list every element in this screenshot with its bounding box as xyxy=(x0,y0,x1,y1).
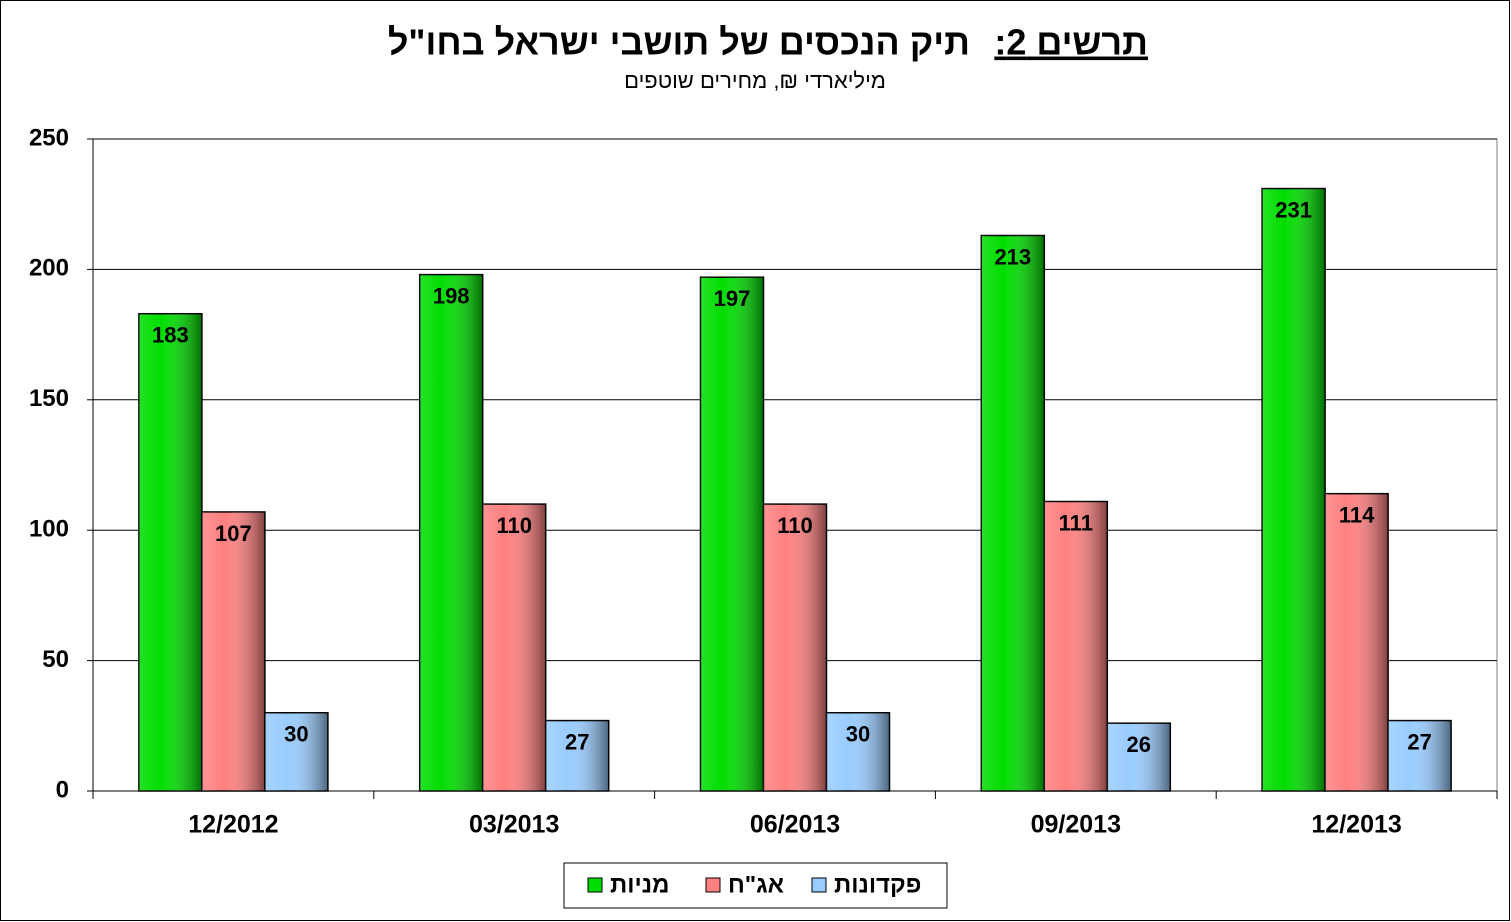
y-tick-label: 100 xyxy=(29,516,69,543)
bar-shade xyxy=(545,720,609,791)
data-label: 27 xyxy=(565,729,589,754)
data-label: 30 xyxy=(846,722,870,747)
legend-swatch xyxy=(811,877,827,893)
data-label: 213 xyxy=(994,244,1031,269)
bar-shade xyxy=(1325,493,1389,791)
legend-swatch xyxy=(587,877,603,893)
bar-shade xyxy=(138,313,202,791)
legend-label: אג"ח xyxy=(728,871,784,898)
data-label: 27 xyxy=(1407,729,1431,754)
x-tick-label: 12/2012 xyxy=(188,811,278,839)
data-label: 197 xyxy=(714,286,751,311)
x-tick-label: 03/2013 xyxy=(469,811,559,839)
y-tick-label: 50 xyxy=(42,646,69,673)
x-tick-label: 06/2013 xyxy=(750,811,840,839)
bar-shade xyxy=(763,504,827,791)
chart-subtitle: מיליארדי ₪, מחירים שוטפים xyxy=(624,68,886,93)
bar-shade xyxy=(1388,720,1452,791)
legend-label: פקדונות xyxy=(834,871,921,898)
data-label: 231 xyxy=(1275,197,1312,222)
x-tick-label: 12/2013 xyxy=(1311,811,1401,839)
chart-title-number: תרשים 2: xyxy=(994,22,1148,63)
bar-shade xyxy=(1107,723,1171,791)
bar-shade xyxy=(264,712,328,791)
bar-shade xyxy=(981,235,1045,792)
data-label: 198 xyxy=(433,283,470,308)
y-tick-label: 0 xyxy=(56,776,69,803)
y-tick-label: 200 xyxy=(29,255,69,282)
data-label: 110 xyxy=(777,513,813,538)
data-label: 26 xyxy=(1127,732,1151,757)
y-tick-label: 150 xyxy=(29,385,69,412)
data-label: 110 xyxy=(496,513,532,538)
data-label: 30 xyxy=(284,722,308,747)
y-tick-label: 250 xyxy=(29,124,69,151)
legend-swatch xyxy=(705,877,721,893)
bar-shade xyxy=(482,504,546,791)
bar-shade xyxy=(700,277,764,791)
data-label: 107 xyxy=(215,521,252,546)
bar-shade xyxy=(1044,501,1108,791)
data-label: 111 xyxy=(1059,510,1093,535)
bar-shade xyxy=(419,274,483,792)
data-label: 114 xyxy=(1339,503,1375,528)
data-label: 183 xyxy=(152,323,189,348)
bar-shade xyxy=(826,712,890,791)
chart-title: תיק הנכסים של תושבי ישראל בחו"ל xyxy=(388,22,970,63)
x-tick-label: 09/2013 xyxy=(1031,811,1121,839)
legend-label: מניות xyxy=(610,871,669,898)
legend xyxy=(563,862,948,909)
bar-shade xyxy=(201,511,265,791)
bar-shade xyxy=(1262,188,1326,791)
